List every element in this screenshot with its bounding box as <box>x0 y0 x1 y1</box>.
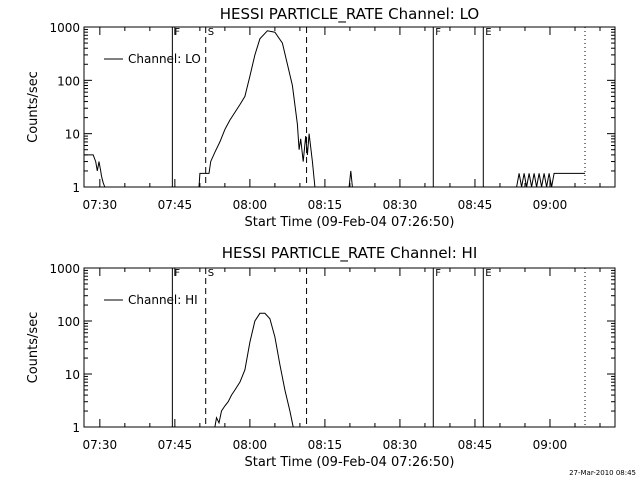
x-axis-label: Start Time (09-Feb-04 07:26:50) <box>245 455 455 470</box>
y-axis-label: Counts/sec <box>26 71 41 143</box>
event-marker-label: S <box>208 27 214 38</box>
timestamp: 27-Mar-2010 08:45 <box>569 469 636 477</box>
data-series-line <box>214 312 294 428</box>
x-tick-label: 07:45 <box>158 438 193 452</box>
data-series-line <box>198 30 316 188</box>
plot-frame <box>83 267 616 428</box>
y-axis-label: Counts/sec <box>26 312 41 384</box>
x-tick-label: 07:30 <box>83 438 118 452</box>
data-series-line <box>84 154 106 188</box>
x-tick-label: 07:30 <box>83 198 118 212</box>
y-tick-label: 100 <box>57 74 80 88</box>
y-tick-label: 10 <box>65 128 80 142</box>
y-tick-label: 1 <box>72 181 80 195</box>
event-marker-label: F <box>435 268 441 279</box>
y-tick-label: 1000 <box>49 21 80 35</box>
legend-label: Channel: LO <box>128 52 201 66</box>
x-tick-label: 08:45 <box>458 438 493 452</box>
event-marker-label: E <box>485 268 491 279</box>
event-marker-label: F <box>174 268 180 279</box>
panel-lo: HESSI PARTICLE_RATE Channel: LO 07:30 07:4… <box>26 5 616 230</box>
data-series-line <box>348 170 353 188</box>
event-marker-label: F <box>174 27 180 38</box>
event-marker-label: S <box>208 268 214 279</box>
x-tick-label: 08:30 <box>383 198 418 212</box>
y-tick-label: 10 <box>65 368 80 382</box>
x-tick-label: 08:30 <box>383 438 418 452</box>
chart-title: HESSI PARTICLE_RATE Channel: HI <box>222 244 478 263</box>
panel-hi: HESSI PARTICLE_RATE Channel: HI 07:30 07:4… <box>26 244 616 470</box>
x-tick-label: 08:45 <box>458 198 493 212</box>
legend-label: Channel: HI <box>128 293 198 307</box>
y-tick-label: 1 <box>72 421 80 435</box>
event-marker-label: F <box>435 27 441 38</box>
event-marker-label: E <box>485 27 491 38</box>
x-tick-label: 08:00 <box>233 198 268 212</box>
chart-title: HESSI PARTICLE_RATE Channel: LO <box>220 5 479 24</box>
x-tick-label: 09:00 <box>533 198 568 212</box>
x-tick-label: 07:45 <box>158 198 193 212</box>
x-axis-label: Start Time (09-Feb-04 07:26:50) <box>245 215 455 230</box>
x-tick-label: 08:15 <box>308 198 343 212</box>
x-tick-label: 09:00 <box>533 438 568 452</box>
x-tick-label: 08:15 <box>308 438 343 452</box>
x-tick-label: 08:00 <box>233 438 268 452</box>
plot-frame <box>83 26 616 188</box>
y-tick-label: 100 <box>57 315 80 329</box>
data-series-line <box>516 172 585 188</box>
y-tick-label: 1000 <box>49 262 80 276</box>
